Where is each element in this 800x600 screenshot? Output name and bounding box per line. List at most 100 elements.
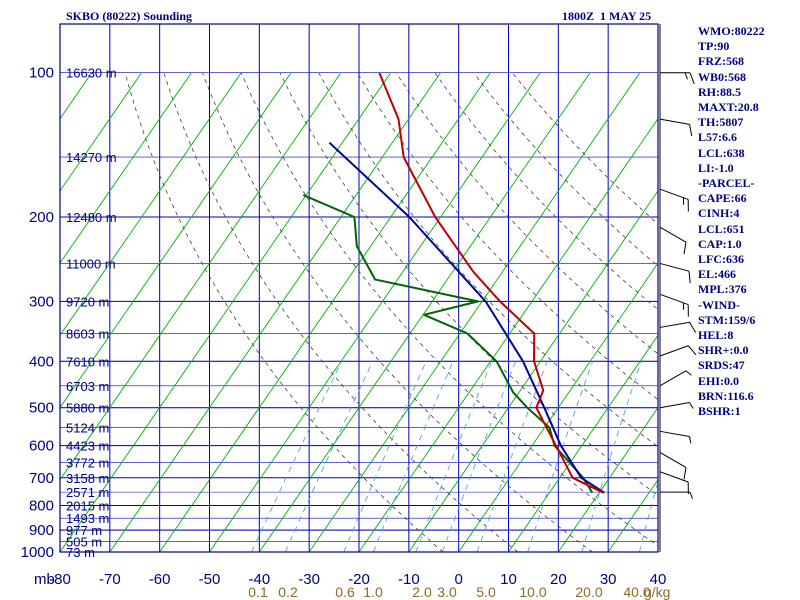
sounding-index-item: BRN:116.6 — [698, 388, 754, 403]
height-label: 2571 m — [66, 485, 109, 500]
wind-barb — [659, 293, 689, 317]
sounding-index-item: LCL:651 — [698, 221, 745, 236]
plot-border — [59, 23, 659, 553]
temp-tick-label: -10 — [398, 571, 420, 588]
mixing-ratio-line — [251, 361, 343, 553]
background-grid — [60, 24, 658, 553]
temp-tick-label: 0 — [454, 571, 462, 588]
skewed-isotherm — [458, 262, 658, 553]
mixing-ratio-line — [284, 361, 374, 553]
wind-barb — [659, 118, 693, 137]
mixing-ratio-label: 1.0 — [363, 584, 383, 600]
sounding-index-item: SRDS:47 — [698, 358, 745, 373]
mixing-ratio-label: 0.1 — [248, 584, 268, 600]
dry-adiabat — [124, 72, 444, 553]
temp-tick-label: 40 — [650, 571, 667, 588]
sounding-index-item: SHR+:0.0 — [698, 343, 749, 358]
height-label: 3158 m — [66, 471, 109, 486]
skewed-isotherm — [60, 72, 342, 481]
skewed-isotherm — [60, 72, 192, 264]
mixing-ratio-label: 3.0 — [437, 584, 457, 600]
mixing-ratio-unit: g/kg — [644, 584, 670, 600]
temp-tick-label: -30 — [298, 571, 320, 588]
dewpoint-line — [302, 194, 594, 494]
skewed-isotherm — [358, 117, 658, 553]
sounding-index-item: -PARCEL- — [698, 176, 755, 191]
height-label: 8603 m — [66, 326, 109, 341]
height-label: 3772 m — [66, 455, 109, 470]
mixing-ratio-label: 5.0 — [476, 584, 496, 600]
sounding-index-item: CAP:1.0 — [698, 236, 742, 251]
temp-tick-label: 30 — [600, 571, 617, 588]
temp-tick-label: -80 — [49, 571, 71, 588]
temp-tick-label: 20 — [550, 571, 567, 588]
parcel-line — [328, 141, 605, 494]
mixing-ratio-line — [441, 361, 517, 553]
x-axis-unit: mb — [34, 571, 55, 588]
pressure-tick-label: 600 — [29, 438, 54, 455]
skewed-isotherm — [308, 72, 641, 553]
sounding-index-item: STM:159/6 — [698, 312, 756, 327]
height-label: 1493 m — [66, 511, 109, 526]
sounding-index-item: TP:90 — [698, 39, 730, 54]
height-label: 977 m — [66, 523, 102, 538]
skewed-isotherm — [557, 406, 658, 553]
sounding-indices: WMO:80222 TP:90 FRZ:568 WB0:568 RH:88.5 MAXT:… — [698, 24, 765, 419]
mixing-ratio-line — [415, 361, 493, 553]
sounding-index-item: TH:5807 — [698, 115, 744, 130]
skewed-isotherm — [408, 190, 658, 553]
chart-datetime: 1800Z 1 MAY 25 — [562, 9, 652, 23]
pressure-tick-label: 1000 — [21, 544, 54, 561]
pressure-tick-label: 700 — [29, 470, 54, 487]
dry-adiabat — [240, 72, 658, 547]
temperature-line — [378, 72, 604, 494]
pressure-tick-label: 900 — [29, 522, 54, 539]
skewed-isotherm — [60, 72, 292, 409]
height-label: 73 m — [66, 545, 95, 560]
mixing-ratio-label: 0.6 — [335, 584, 355, 600]
height-label: 505 m — [66, 534, 102, 549]
mixing-ratio-label: 2.0 — [412, 584, 432, 600]
wind-barb — [659, 402, 694, 409]
sounding-index-item: L57:6.6 — [698, 130, 737, 145]
skewed-isotherm — [508, 334, 658, 553]
sounding-index-item: LFC:636 — [698, 252, 744, 267]
sounding-index-item: RH:88.5 — [698, 84, 741, 99]
sounding-index-item: MPL:376 — [698, 282, 747, 297]
mixing-ratio-label: 40.0 — [623, 584, 650, 600]
mixing-ratio-line — [372, 361, 454, 553]
height-label: 7610 m — [66, 354, 109, 369]
skewed-isotherm — [258, 72, 591, 553]
wind-barb — [659, 471, 689, 494]
sounding-index-item: MAXT:20.8 — [698, 100, 759, 115]
wind-barb — [659, 452, 687, 480]
mixing-ratio-label: 20.0 — [575, 584, 602, 600]
dry-adiabat — [163, 72, 518, 553]
temp-tick-label: -70 — [99, 571, 121, 588]
pressure-tick-label: 800 — [29, 498, 54, 515]
pressure-tick-label: 200 — [29, 209, 54, 226]
temp-tick-label: -60 — [149, 571, 171, 588]
sounding-index-item: EHI:0.0 — [698, 373, 740, 388]
mixing-ratio-line — [476, 361, 548, 553]
chart-title: SKBO (80222) Sounding — [66, 9, 193, 23]
skewed-isotherm — [60, 72, 392, 553]
dry-adiabat — [202, 72, 593, 553]
sounding-index-item: WB0:568 — [698, 69, 746, 84]
sounding-index-item: CAPE:66 — [698, 191, 747, 206]
temp-tick-label: -50 — [199, 571, 221, 588]
skewed-isotherm — [109, 72, 441, 553]
pressure-tick-label: 300 — [29, 293, 54, 310]
mixing-ratio-label: 10.0 — [519, 584, 546, 600]
wind-barb — [660, 491, 693, 499]
height-label: 16630 m — [66, 66, 117, 81]
pressure-tick-label: 400 — [29, 353, 54, 370]
dry-adiabat — [318, 72, 658, 448]
sounding-curves — [302, 72, 605, 494]
height-label: 12480 m — [66, 210, 117, 225]
pressure-tick-label: 500 — [29, 400, 54, 417]
wind-barb — [659, 345, 697, 357]
height-label: 2015 m — [66, 499, 109, 514]
